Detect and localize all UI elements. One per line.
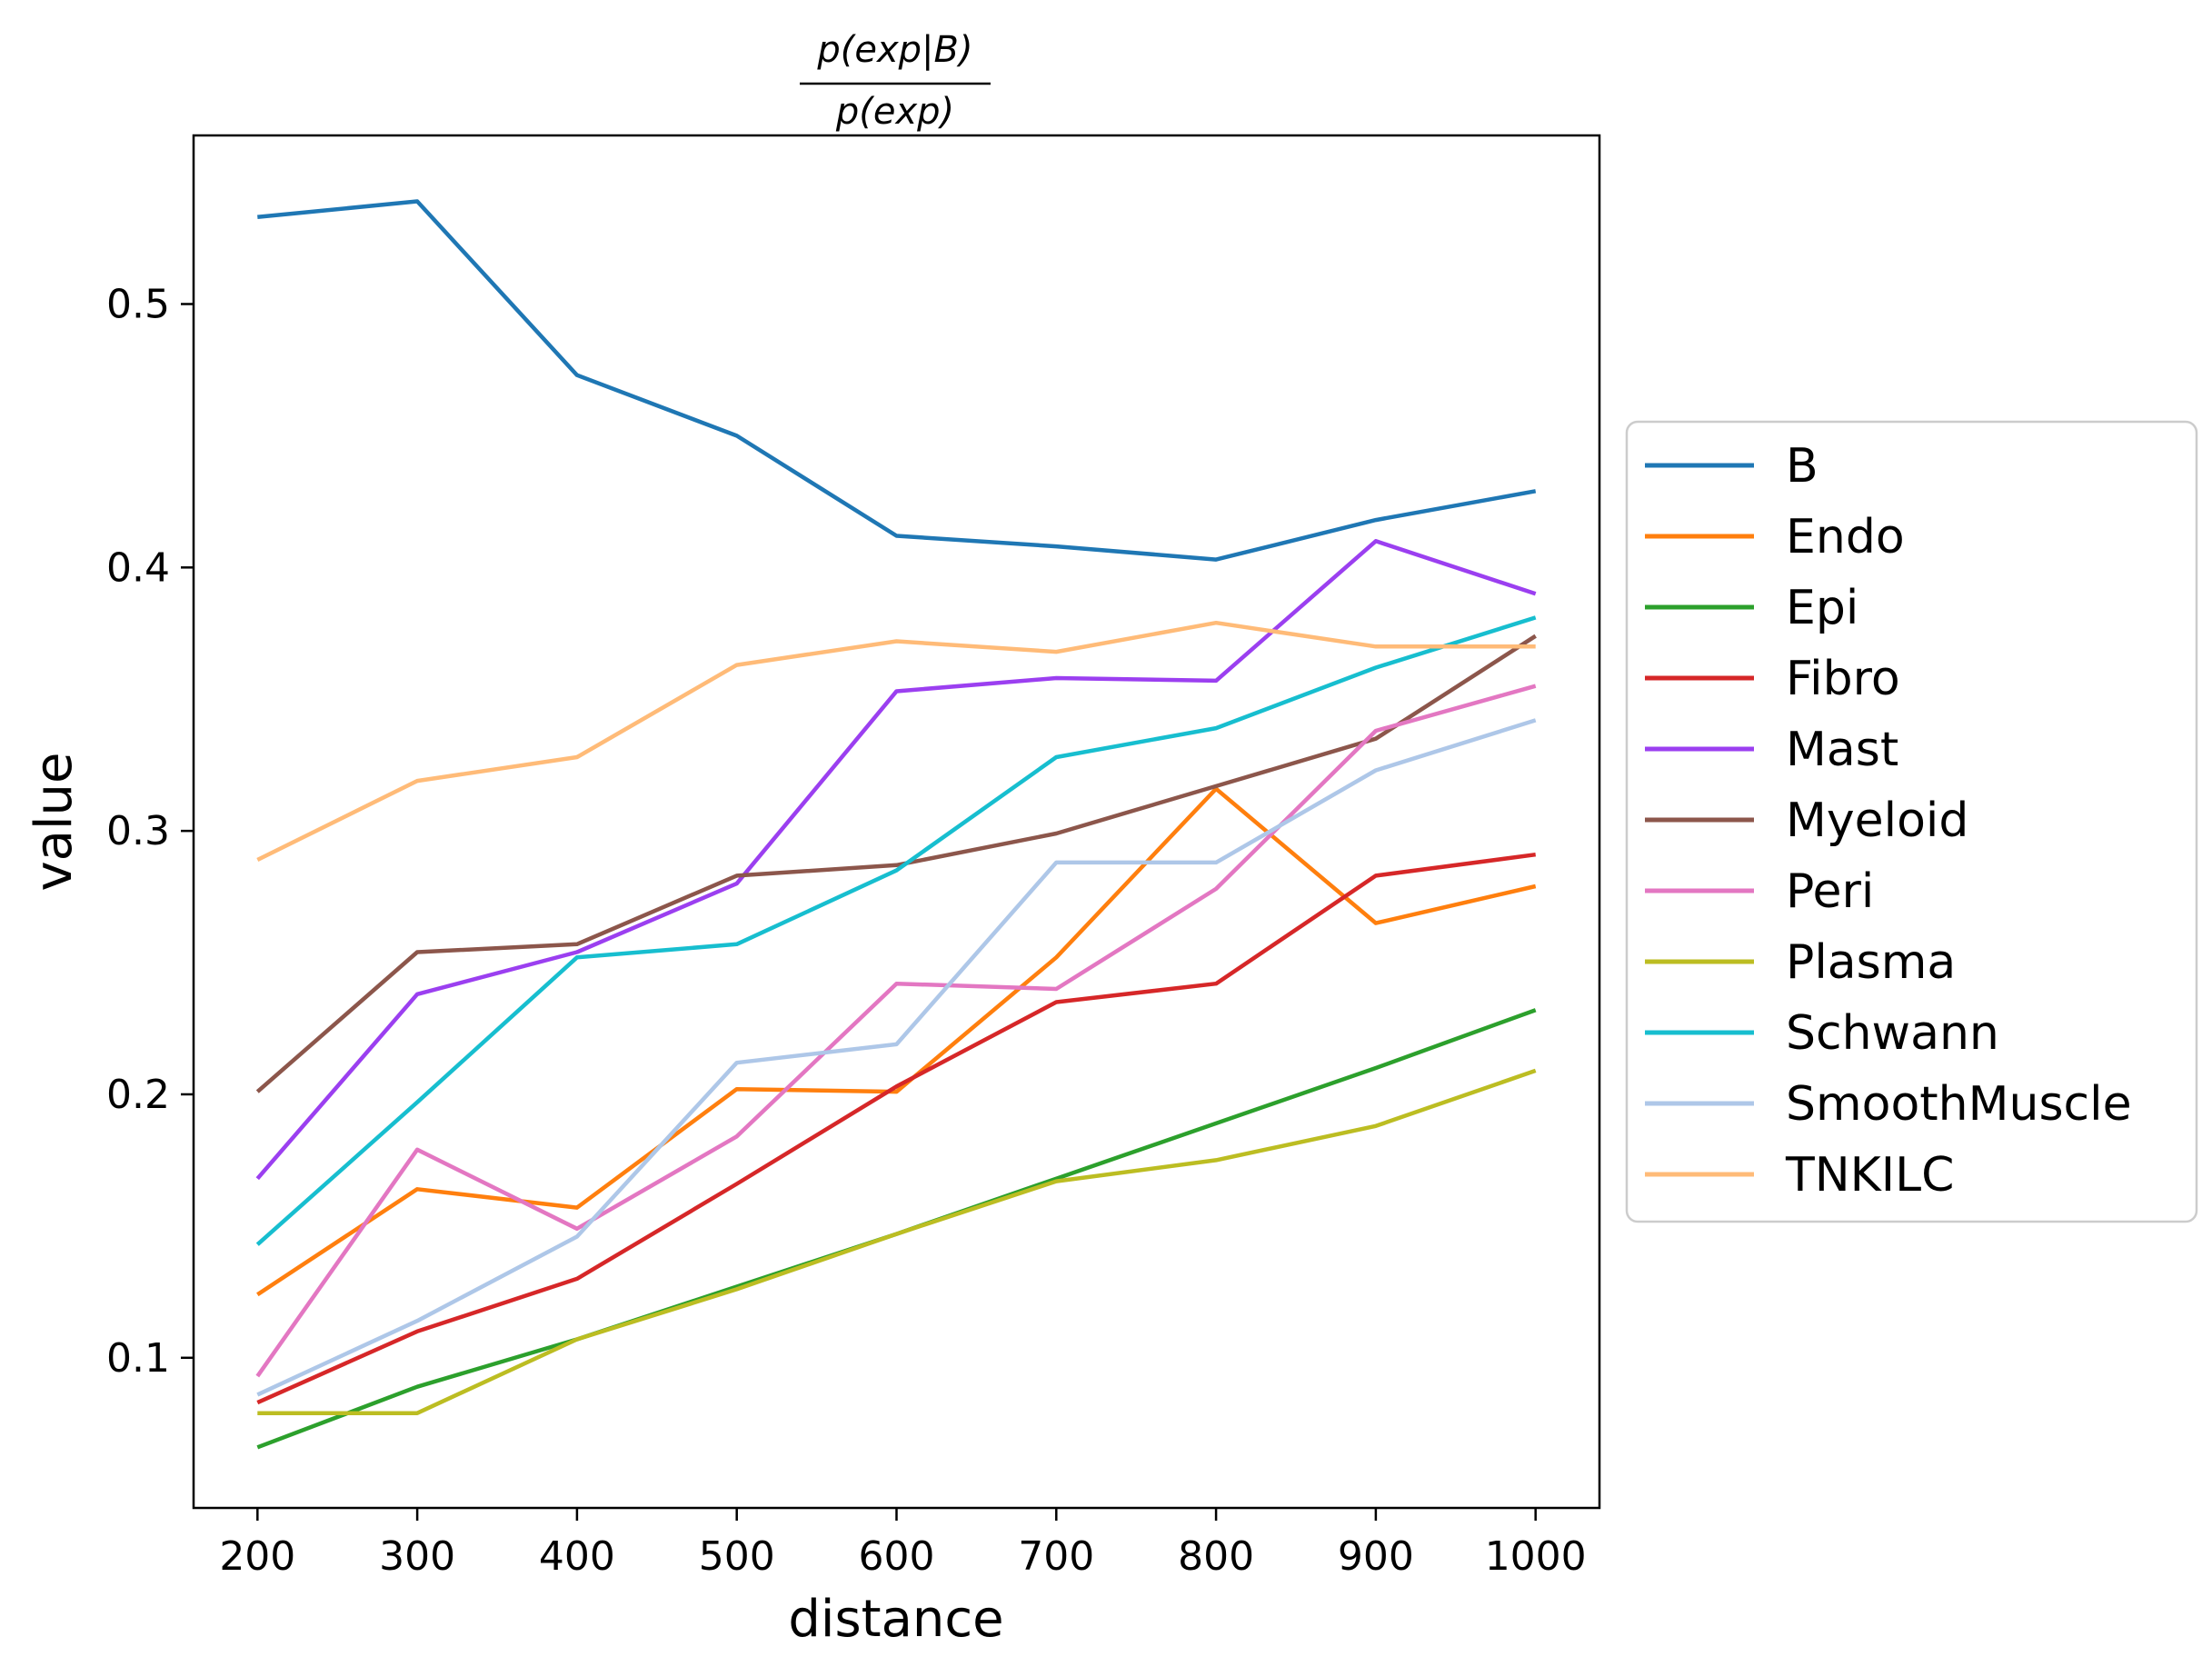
x-axis-label: distance xyxy=(788,1590,1003,1649)
legend-label-fibro: Fibro xyxy=(1786,652,1900,706)
legend-label-plasma: Plasma xyxy=(1786,935,1956,990)
legend-label-b: B xyxy=(1786,439,1818,494)
legend-label-peri: Peri xyxy=(1786,864,1874,919)
series-line-tnkilc xyxy=(256,620,1536,863)
x-tick-label: 1000 xyxy=(1485,1533,1587,1580)
legend-label-endo: Endo xyxy=(1786,510,1905,564)
y-tick-label: 0.3 xyxy=(106,808,170,854)
series-line-plasma xyxy=(257,1068,1537,1415)
x-tick-label: 900 xyxy=(1338,1533,1414,1580)
title-numerator: p(exp|B) xyxy=(816,29,972,71)
legend-label-tnkilc: TNKILC xyxy=(1785,1148,1954,1203)
plot-frame xyxy=(192,134,1601,1510)
legend: B Endo Epi Fibro Mast Myeloid Peri Plasma Schwan… xyxy=(1625,420,2198,1223)
legend-box xyxy=(1625,420,2198,1223)
y-axis: 0.1 0.2 0.3 0.4 0.5 xyxy=(106,281,194,1382)
series-layer xyxy=(255,199,1537,1450)
legend-label-epi: Epi xyxy=(1786,581,1858,635)
x-tick-label: 300 xyxy=(379,1533,455,1580)
x-tick-label: 500 xyxy=(699,1533,775,1580)
series-line-mast xyxy=(255,539,1537,1181)
y-tick-label: 0.2 xyxy=(106,1072,170,1118)
y-axis-label: value xyxy=(25,753,84,892)
x-tick-label: 800 xyxy=(1178,1533,1254,1580)
title-denominator: p(exp) xyxy=(835,91,954,133)
x-tick-label: 400 xyxy=(539,1533,615,1580)
chart-title: p(exp|B) p(exp) xyxy=(800,29,991,133)
series-line-smoothmuscle xyxy=(256,718,1537,1397)
y-tick-label: 0.4 xyxy=(106,544,170,591)
y-tick-label: 0.1 xyxy=(106,1335,170,1382)
legend-items: B Endo Epi Fibro Mast Myeloid Peri Plasma Schwan… xyxy=(1645,439,2132,1203)
series-line-endo xyxy=(256,786,1537,1297)
legend-label-myeloid: Myeloid xyxy=(1786,794,1968,848)
series-line-b xyxy=(257,199,1537,562)
x-tick-label: 200 xyxy=(219,1533,295,1580)
legend-label-mast: Mast xyxy=(1786,723,1898,777)
series-line-peri xyxy=(255,684,1537,1378)
legend-label-smoothmuscle: SmoothMuscle xyxy=(1786,1077,2132,1132)
series-line-schwann xyxy=(255,615,1537,1246)
y-tick-label: 0.5 xyxy=(106,281,170,327)
series-line-myeloid xyxy=(255,634,1537,1093)
legend-label-schwann: Schwann xyxy=(1786,1006,1999,1061)
x-tick-label: 600 xyxy=(859,1533,935,1580)
x-tick-label: 700 xyxy=(1018,1533,1094,1580)
x-axis: 200 300 400 500 600 700 800 900 1000 xyxy=(219,1508,1587,1580)
series-line-fibro xyxy=(256,852,1536,1405)
